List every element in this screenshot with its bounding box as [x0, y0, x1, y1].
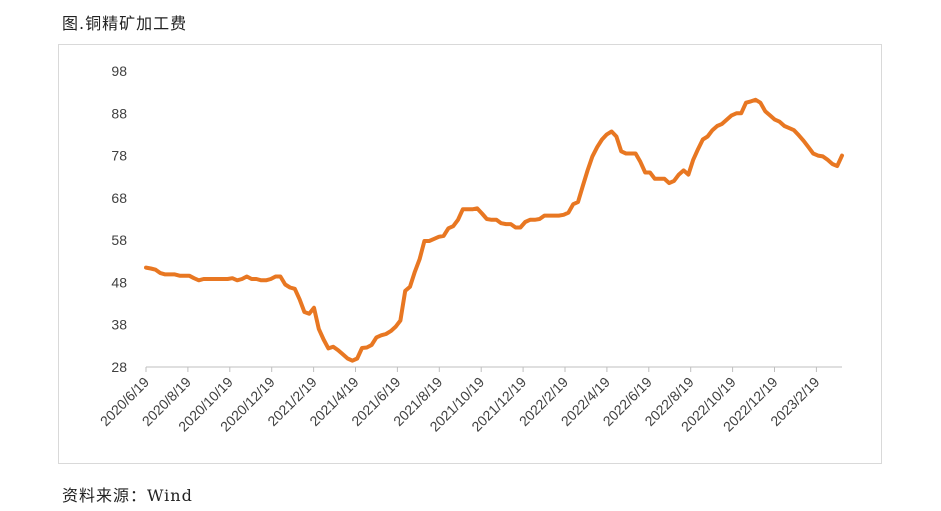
data-source: 资料来源：Wind — [62, 486, 193, 505]
figure-title: 图.铜精矿加工费 — [62, 14, 188, 33]
y-tick-label: 98 — [111, 63, 127, 79]
series-line — [144, 97, 844, 363]
y-tick-label: 48 — [111, 274, 127, 290]
y-tick-label: 58 — [111, 232, 127, 248]
y-tick-label: 78 — [111, 148, 127, 164]
y-tick-label: 28 — [111, 359, 127, 375]
y-tick-label: 38 — [111, 317, 127, 333]
y-axis-ticks: 98 88 78 68 58 48 38 28 — [111, 63, 127, 375]
x-axis-ticks: 2020/6/192020/8/192020/10/192020/12/1920… — [97, 367, 823, 435]
chart-frame — [58, 44, 882, 464]
y-tick-label: 88 — [111, 105, 127, 121]
y-tick-label: 68 — [111, 190, 127, 206]
